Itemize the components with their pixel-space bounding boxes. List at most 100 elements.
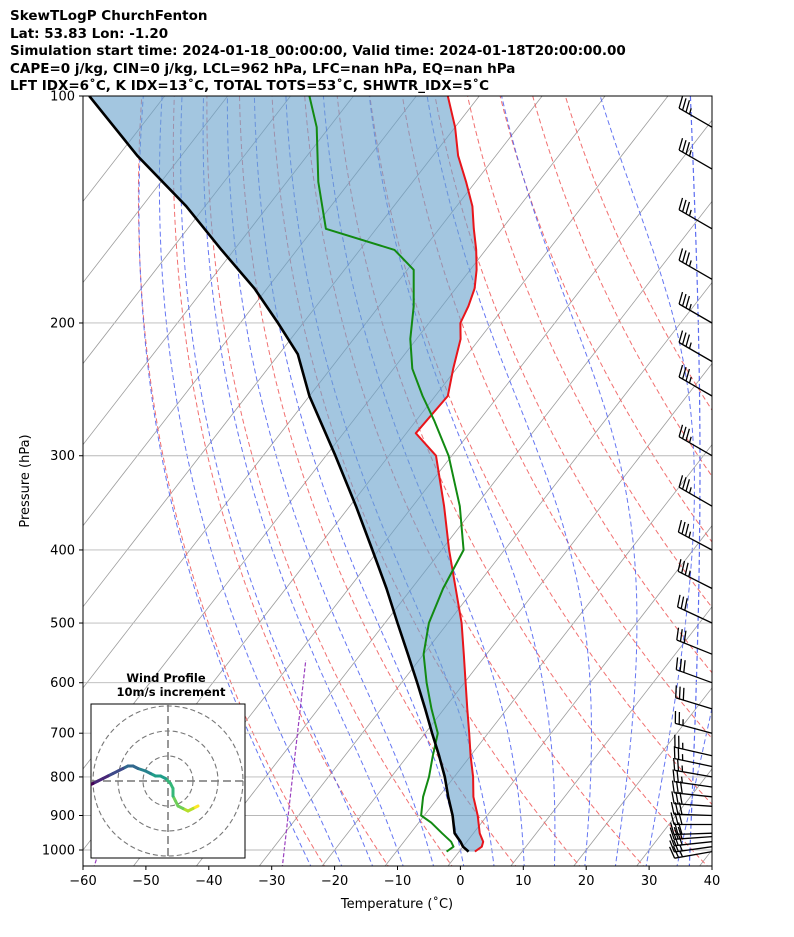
y-tick-label: 200 [50, 316, 75, 331]
sounding-series [88, 96, 485, 853]
wind-barb [678, 138, 713, 170]
hodograph-segment [91, 782, 95, 787]
x-tick-label: 30 [641, 874, 658, 889]
wind-barb-shaft [669, 826, 713, 840]
hodograph-title: Wind Profile [126, 671, 206, 685]
wet-bulb-zero-line [688, 96, 701, 866]
wind-barb-shaft [678, 424, 713, 457]
wind-barb-shaft [672, 769, 713, 788]
wind-barb-shaft [671, 791, 713, 807]
wind-barb-shaft [670, 801, 713, 817]
wind-barb-shaft [671, 780, 713, 798]
y-tick-label: 900 [50, 809, 75, 824]
chart-header: SkewTLogP ChurchFenton Lat: 53.83 Lon: -… [10, 8, 626, 96]
wind-barb [672, 769, 713, 788]
wind-barb [673, 757, 713, 778]
hodograph-inset: Wind Profile 10m/s increment [83, 671, 246, 859]
wind-barb [669, 826, 713, 840]
wind-barb-shaft [673, 757, 713, 778]
x-tick-label: 10 [515, 874, 532, 889]
dry-adiabat-line [532, 96, 712, 478]
wind-barb [677, 559, 713, 590]
dry-adiabat-line [434, 96, 712, 674]
x-tick-label: −20 [321, 874, 348, 889]
mixing-ratio-line [281, 660, 307, 866]
wind-barb-shaft [674, 734, 713, 757]
indices-line-2: LFT IDX=6˚C, K IDX=13˚C, TOTAL TOTS=53˚C… [10, 78, 490, 94]
x-tick-label: −30 [258, 874, 285, 889]
y-tick-label: 400 [50, 543, 75, 558]
parcel-line [88, 96, 470, 853]
indices-line-1: CAPE=0 j/kg, CIN=0 j/kg, LCL=962 hPa, LF… [10, 60, 516, 77]
y-axis-label: Pressure (hPa) [18, 434, 33, 527]
x-tick-label: −10 [384, 874, 411, 889]
wind-barb [669, 839, 713, 853]
x-tick-label: −40 [195, 874, 222, 889]
isotherm-line [384, 443, 712, 866]
wind-barb [671, 780, 713, 798]
wind-barb [678, 475, 713, 507]
hodograph-segment [83, 786, 88, 789]
wind-barb-shaft [674, 710, 713, 734]
wind-barb [678, 291, 713, 324]
wind-barb-shaft [676, 627, 713, 655]
isotherm-line [447, 525, 712, 866]
isotherm-line [195, 200, 712, 866]
dry-adiabat-line [564, 96, 712, 412]
wind-barb [675, 657, 713, 684]
wind-barbs [669, 96, 713, 859]
wind-barb [669, 832, 713, 847]
wind-barb [676, 627, 713, 655]
wind-barb [676, 594, 713, 624]
x-tick-label: 20 [578, 874, 595, 889]
y-tick-label: 700 [50, 727, 75, 742]
wind-barb-shaft [678, 197, 713, 230]
wind-barb-shaft [678, 330, 713, 363]
wind-barb-shaft [676, 594, 713, 624]
y-tick-label: 300 [50, 449, 75, 464]
isotherm-line [83, 96, 229, 284]
wind-barb-shaft [670, 812, 712, 826]
wind-barb-shaft [669, 832, 713, 847]
wind-barb [671, 791, 713, 807]
location-line: Lat: 53.83 Lon: -1.20 [10, 25, 169, 42]
wind-barb [675, 685, 713, 710]
y-tick-label: 800 [50, 770, 75, 785]
moist-adiabat-line [501, 96, 638, 866]
wind-barb [678, 424, 713, 457]
wind-barb-shaft [673, 746, 713, 768]
wind-barb [669, 822, 713, 836]
wind-barb [678, 248, 713, 280]
wind-barb-shaft [678, 475, 713, 507]
y-tick-label: 100 [50, 90, 75, 105]
wind-barb [678, 330, 713, 363]
dewpoint-line [308, 96, 465, 853]
wind-barb [670, 812, 712, 826]
x-tick-label: −50 [132, 874, 159, 889]
wind-barb-shaft [677, 559, 713, 590]
dry-adiabat-line [467, 96, 712, 609]
cape-fill-area [89, 96, 484, 852]
wind-barb [678, 96, 713, 128]
dry-adiabat-line [499, 96, 712, 543]
wind-barb-shaft [677, 519, 713, 551]
wind-barb-shaft [678, 364, 713, 397]
wind-barb [678, 364, 713, 397]
wind-barb-shaft [675, 685, 713, 710]
chart-title: SkewTLogP ChurchFenton [10, 8, 208, 24]
dry-adiabat-line [137, 96, 326, 866]
x-tick-label: −60 [69, 874, 96, 889]
wind-barb [674, 734, 713, 757]
moist-adiabat-line [599, 96, 695, 866]
hodograph-subtitle: 10m/s increment [117, 685, 226, 699]
wind-barb [669, 845, 713, 859]
isotherm-line [258, 281, 712, 866]
isotherm-line [573, 687, 712, 866]
wind-barb-shaft [678, 248, 713, 280]
isotherm-line [510, 606, 712, 866]
wind-barb [677, 519, 713, 551]
y-tick-label: 1000 [42, 844, 75, 859]
wind-barb [674, 710, 713, 734]
